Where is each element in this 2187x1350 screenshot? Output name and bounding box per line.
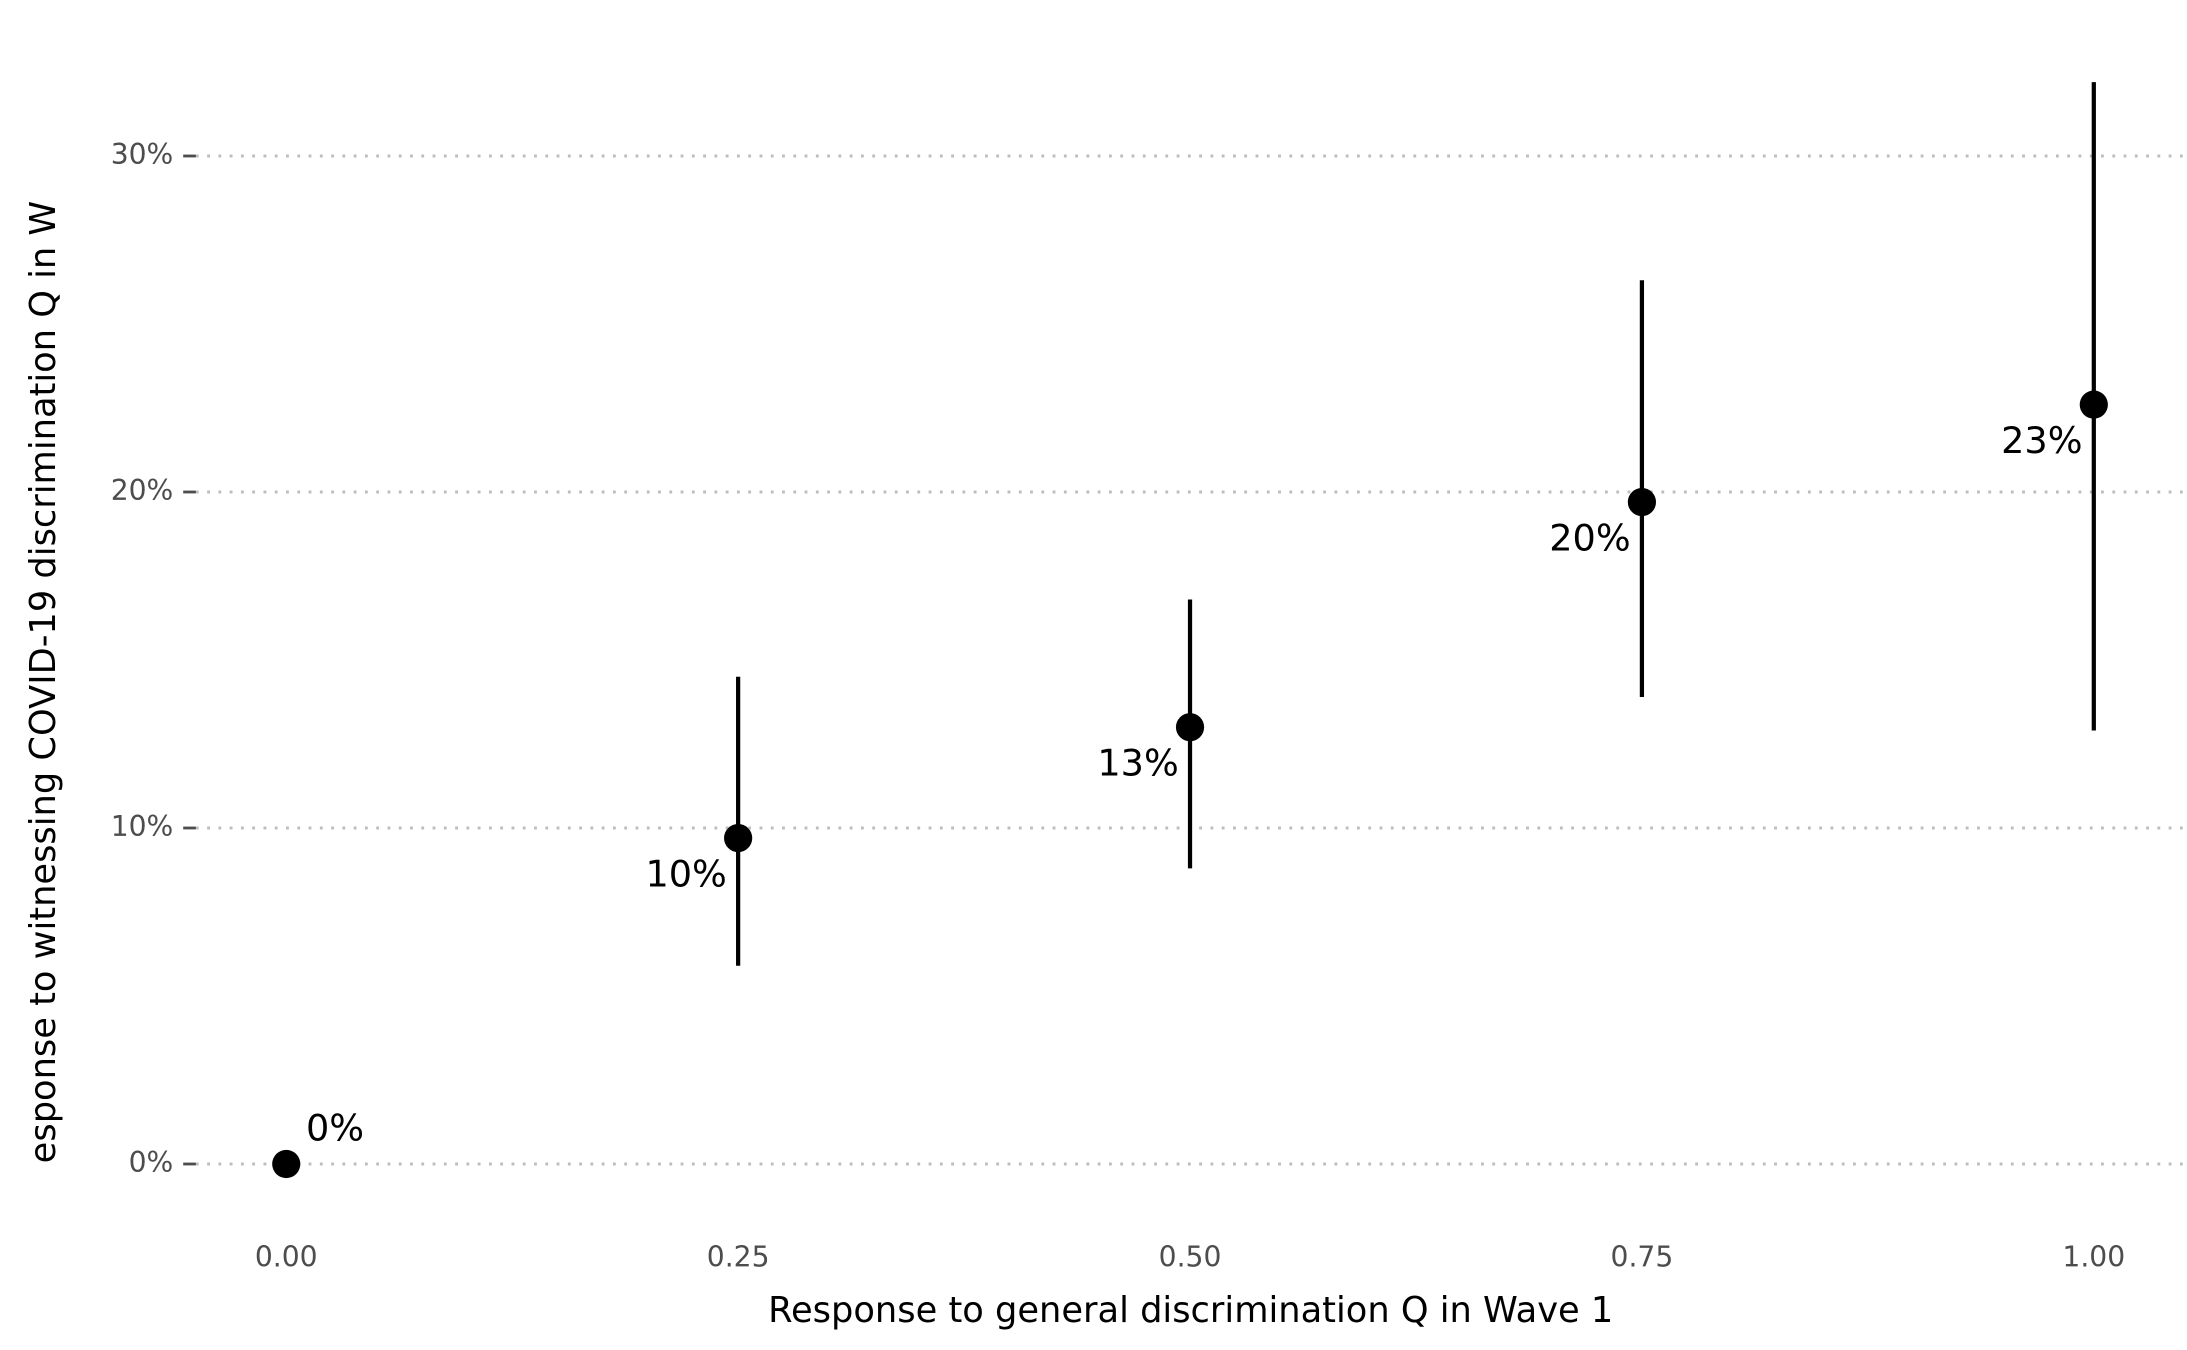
data-label: 0%: [306, 1107, 364, 1150]
point: [2079, 390, 2108, 419]
point: [724, 823, 753, 853]
x-tick-label: 1.00: [2062, 1240, 2125, 1273]
data-label: 13%: [1097, 742, 1178, 785]
x-tick-label: 0.00: [255, 1240, 318, 1273]
y-tick-label: 10%: [111, 810, 174, 843]
x-tick-label: 0.50: [1159, 1240, 1222, 1273]
x-tick-label: 0.75: [1611, 1240, 1674, 1273]
data-label: 20%: [1549, 517, 1630, 560]
y-tick-label: 0%: [129, 1146, 174, 1179]
point: [1175, 713, 1205, 742]
x-axis-title: Response to general discrimination Q in …: [768, 1290, 1613, 1331]
y-tick-label: 20%: [111, 474, 174, 507]
data-label: 23%: [2001, 419, 2082, 462]
point: [1627, 487, 1657, 517]
point: [272, 1149, 301, 1179]
y-tick-label: 30%: [111, 138, 174, 171]
y-axis-title: esponse to witnessing COVID-19 discrimin…: [23, 201, 64, 1164]
x-tick-label: 0.25: [707, 1240, 770, 1273]
data-label: 10%: [645, 853, 726, 896]
